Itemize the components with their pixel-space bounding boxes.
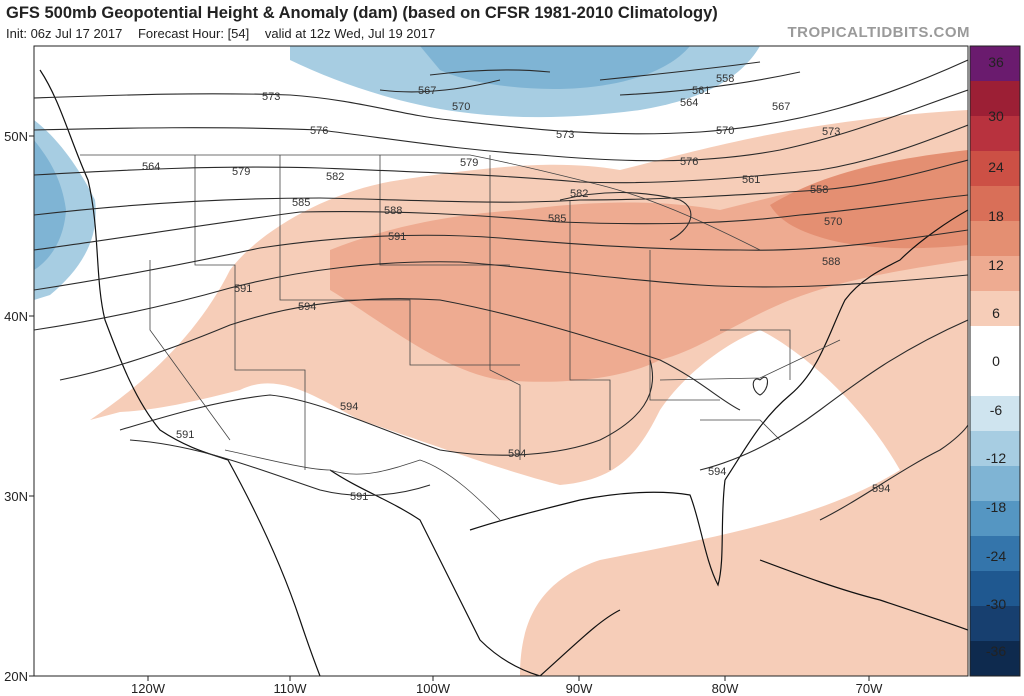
contour-label: 564 [142, 161, 160, 173]
colorbar-segment [970, 46, 1020, 82]
colorbar-segment [970, 221, 1020, 257]
colorbar-label: -18 [986, 499, 1006, 515]
contour-label: 579 [460, 157, 478, 169]
contour-label: 576 [310, 125, 328, 137]
colorbar-labels: 36 30 24 18 12 6 0 -6 -12 -18 -24 -30 -3… [986, 54, 1006, 659]
anomaly-colorbar [969, 45, 1021, 677]
colorbar-label: 18 [988, 208, 1004, 224]
colorbar-frame [969, 45, 1021, 677]
contour-label: 582 [570, 188, 588, 200]
contour-label: 573 [556, 129, 574, 141]
contour-label: 564 [680, 97, 698, 109]
contour-label: 594 [708, 466, 726, 478]
contour-label: 582 [326, 171, 344, 183]
latitude-label: 20N [4, 669, 28, 684]
latitude-label: 50N [4, 129, 28, 144]
colorbar-segment [970, 466, 1020, 502]
longitude-label: 90W [566, 681, 593, 696]
contour-label: 573 [262, 91, 280, 103]
contour-label: 558 [716, 73, 734, 85]
contour-label: 585 [292, 197, 310, 209]
colorbar-label: 30 [988, 108, 1004, 124]
colorbar-label: 0 [992, 353, 1000, 369]
contour-label: 567 [418, 85, 436, 97]
colorbar-segment [970, 396, 1020, 432]
colorbar-segment [970, 256, 1020, 292]
height-contours [34, 59, 968, 521]
latitude-label: 40N [4, 309, 28, 324]
contour-labels: 573 576 579 582 585 588 591 594 567 570 … [142, 73, 890, 503]
contour-label: 570 [716, 125, 734, 137]
colorbar-label: 24 [988, 159, 1004, 175]
contour-label: 591 [234, 283, 252, 295]
contour-label: 570 [824, 216, 842, 228]
contour-label: 585 [548, 213, 566, 225]
map-subtitle: Init: 06z Jul 17 2017 Forecast Hour: [54… [6, 26, 447, 41]
latitude-axis: 50N 40N 30N 20N [4, 129, 34, 684]
colorbar-segment [970, 361, 1020, 397]
colorbar-segment [970, 536, 1020, 572]
contour-label: 594 [298, 301, 316, 313]
contour-label: 570 [452, 101, 470, 113]
map-title: GFS 500mb Geopotential Height & Anomaly … [6, 4, 718, 22]
colorbar-segment [970, 186, 1020, 222]
colorbar-segment [970, 501, 1020, 537]
colorbar-segment [970, 571, 1020, 607]
contour-label: 579 [232, 166, 250, 178]
contour-label: 567 [772, 101, 790, 113]
init-time: Init: 06z Jul 17 2017 [6, 26, 123, 41]
contour-label: 588 [822, 256, 840, 268]
contour-label: 594 [508, 448, 526, 460]
contour-label: 591 [350, 491, 368, 503]
contour-label: 588 [384, 205, 402, 217]
political-borders [80, 154, 841, 521]
longitude-label: 80W [712, 681, 739, 696]
longitude-label: 100W [416, 681, 451, 696]
colorbar-label: -24 [986, 548, 1006, 564]
contour-label: 591 [388, 231, 406, 243]
colorbar-segment [970, 431, 1020, 467]
latitude-label: 30N [4, 489, 28, 504]
colorbar-label: 12 [988, 257, 1004, 273]
colorbar-segment [970, 641, 1020, 677]
contour-label: 561 [742, 174, 760, 186]
colorbar-label: 6 [992, 305, 1000, 321]
valid-time: valid at 12z Wed, Jul 19 2017 [264, 26, 436, 41]
colorbar-label: -30 [986, 596, 1006, 612]
contour-label: 573 [822, 126, 840, 138]
brand-watermark: TROPICALTIDBITS.COM [787, 24, 970, 41]
contour-label: 558 [810, 184, 828, 196]
strong-anomaly-region [770, 150, 968, 249]
colorbar-label: -12 [986, 450, 1006, 466]
longitude-label: 120W [131, 681, 166, 696]
contour-label: 576 [680, 156, 698, 168]
colorbar-segment [970, 326, 1020, 362]
colorbar-label: 36 [988, 54, 1004, 70]
contour-label: 594 [340, 401, 358, 413]
colorbar-segment [970, 151, 1020, 187]
contour-label: 561 [692, 85, 710, 97]
forecast-hour: Forecast Hour: [54] [137, 26, 250, 41]
colorbar-segment [970, 291, 1020, 327]
colorbar-segment [970, 606, 1020, 642]
colorbar-segment [970, 116, 1020, 152]
contour-label: 591 [176, 429, 194, 441]
longitude-axis: 120W 110W 100W 90W 80W 70W [131, 676, 883, 696]
colorbar-segment [970, 81, 1020, 117]
contour-label: 594 [872, 483, 890, 495]
negative-anomaly-west-core [34, 140, 66, 270]
map-frame [33, 45, 969, 677]
longitude-label: 110W [274, 681, 308, 696]
colorbar-label: -6 [990, 402, 1003, 418]
colorbar-label: -36 [986, 643, 1006, 659]
longitude-label: 70W [856, 681, 883, 696]
